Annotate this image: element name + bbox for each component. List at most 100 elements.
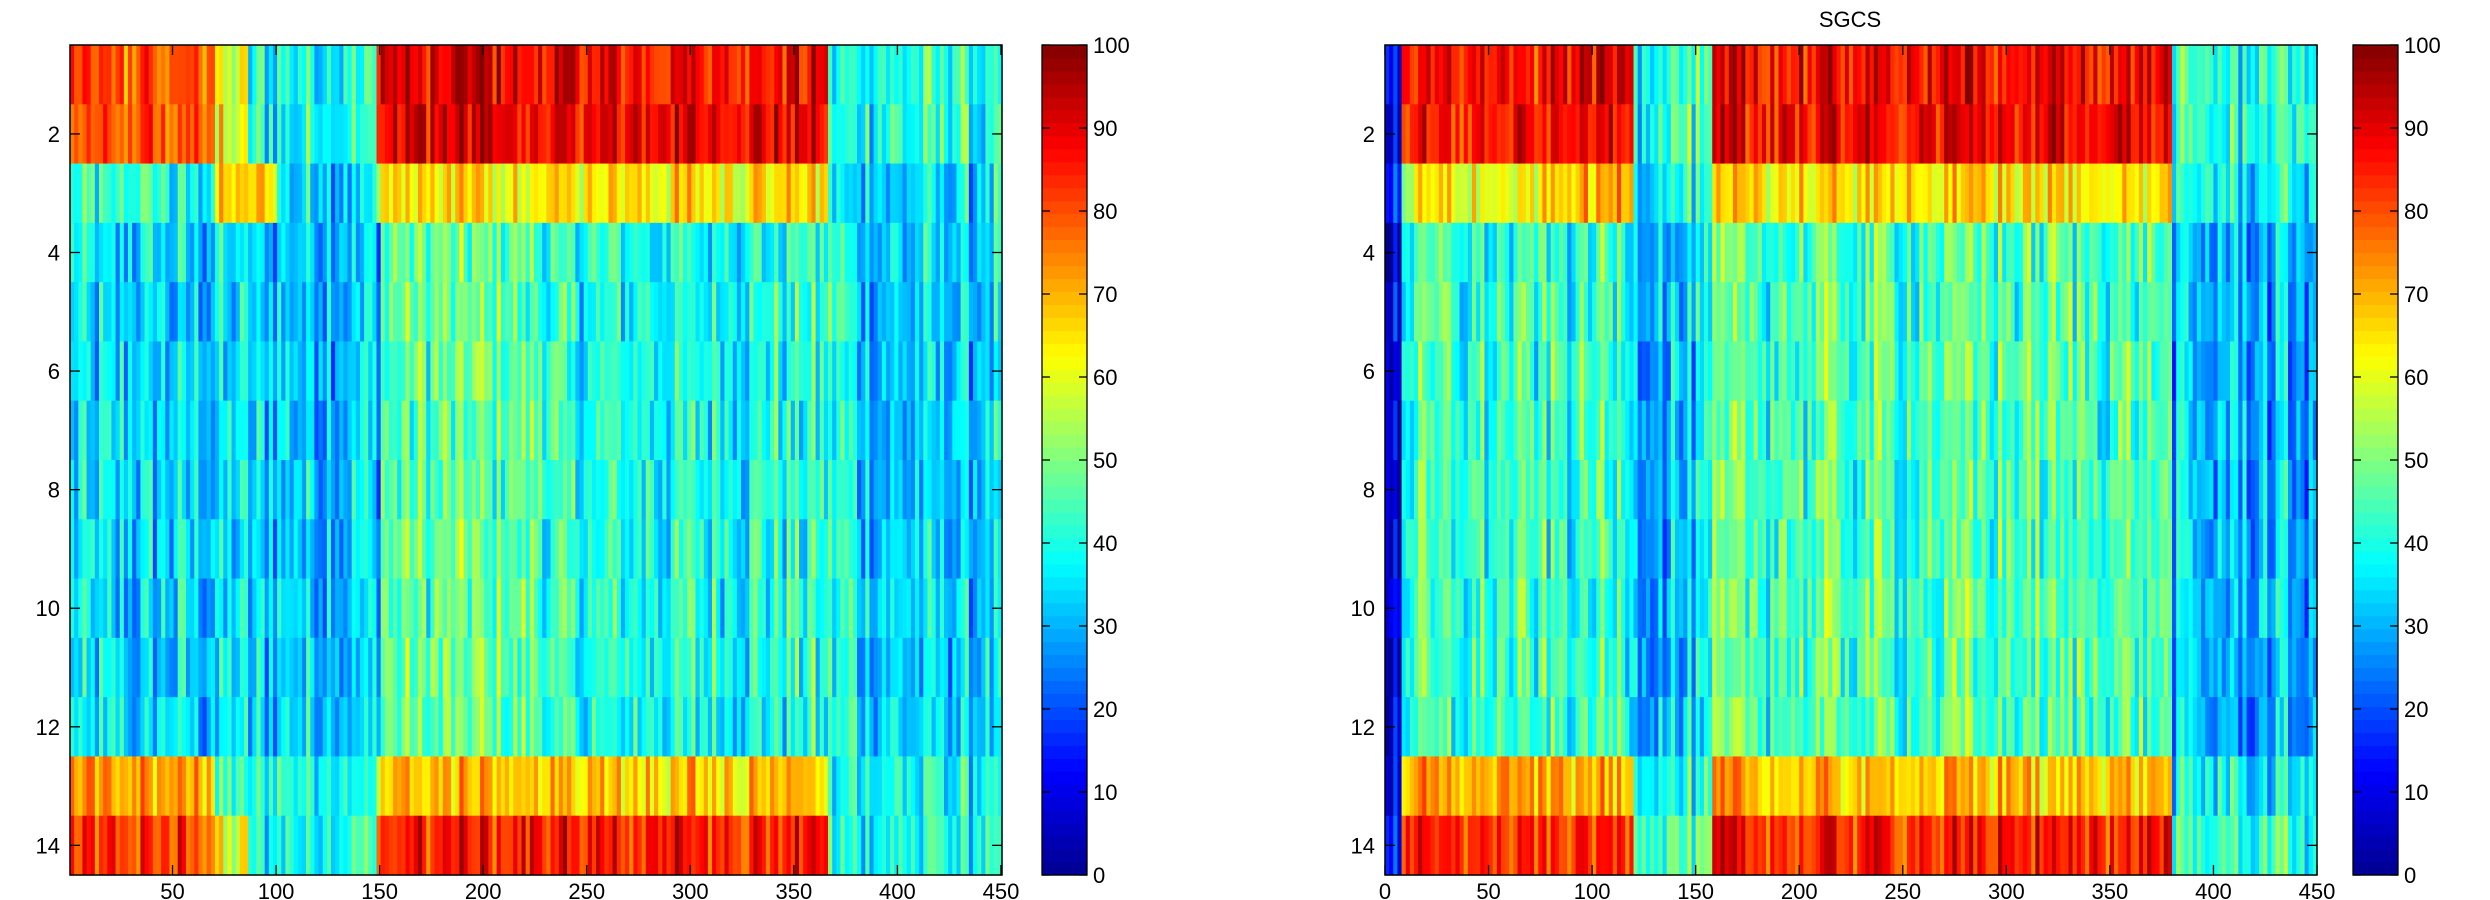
heatmap-cell	[774, 104, 779, 165]
heatmap-cell	[2097, 163, 2103, 224]
heatmap-cell	[1500, 163, 1506, 224]
heatmap-cell	[923, 578, 929, 639]
heatmap-cell	[2225, 163, 2231, 224]
heatmap-cell	[318, 104, 324, 165]
heatmap-cell	[877, 637, 883, 698]
heatmap-cell	[1766, 45, 1771, 105]
heatmap-cell	[629, 282, 634, 343]
heatmap-cell	[1741, 104, 1746, 165]
heatmap-cell	[417, 282, 423, 343]
heatmap-cell	[1708, 104, 1713, 165]
heatmap-cell	[326, 460, 332, 520]
heatmap-cell	[794, 400, 800, 461]
heatmap-cell	[86, 222, 92, 283]
heatmap-cell	[1964, 341, 1970, 402]
heatmap-cell	[2300, 222, 2306, 283]
heatmap-cell	[749, 45, 755, 105]
heatmap-cell	[1989, 104, 1995, 165]
heatmap-cell	[111, 519, 117, 580]
heatmap-cell	[409, 163, 415, 224]
heatmap-cell	[347, 519, 353, 580]
heatmap-cell	[707, 637, 713, 698]
heatmap-cell	[993, 163, 999, 224]
heatmap-cell	[1973, 400, 1978, 461]
heatmap-cell	[272, 282, 278, 343]
heatmap-cell	[376, 163, 382, 224]
heatmap-cell	[521, 519, 527, 580]
heatmap-cell	[1592, 45, 1597, 105]
heatmap-cell	[1505, 341, 1510, 402]
heatmap-cell	[674, 460, 680, 520]
heatmap-cell	[944, 519, 949, 580]
heatmap-cell	[973, 578, 978, 639]
heatmap-cell	[2176, 282, 2181, 343]
heatmap-cell	[641, 460, 647, 520]
heatmap-cell	[1857, 163, 1862, 224]
heatmap-cell	[1625, 460, 1630, 520]
heatmap-cell	[620, 400, 626, 461]
heatmap-cell	[828, 163, 833, 224]
heatmap-cell	[1778, 104, 1784, 165]
heatmap-cell	[90, 104, 96, 165]
heatmap-cell	[330, 282, 336, 343]
heatmap-cell	[1844, 222, 1850, 283]
heatmap-cell	[641, 756, 647, 817]
heatmap-cell	[243, 519, 249, 580]
heatmap-cell	[683, 104, 688, 165]
heatmap-cell	[322, 163, 328, 224]
heatmap-cell	[977, 400, 982, 461]
heatmap-cell	[716, 400, 721, 461]
heatmap-cell	[728, 697, 734, 758]
heatmap-cell	[156, 460, 162, 520]
heatmap-cell	[625, 519, 630, 580]
heatmap-cell	[190, 697, 195, 758]
heatmap-cell	[683, 282, 688, 343]
heatmap-cell	[301, 341, 307, 402]
heatmap-cell	[442, 222, 448, 283]
heatmap-cell	[123, 460, 129, 520]
heatmap-cell	[517, 756, 523, 817]
heatmap-cell	[1608, 400, 1614, 461]
heatmap-cell	[1571, 282, 1577, 343]
heatmap-cell	[1430, 163, 1436, 224]
heatmap-cell	[86, 519, 92, 580]
heatmap-cell	[351, 400, 357, 461]
heatmap-cell	[662, 45, 668, 105]
heatmap-cell	[509, 815, 514, 876]
heatmap-cell	[1753, 341, 1759, 402]
heatmap-cell	[409, 519, 415, 580]
heatmap-cell	[1981, 400, 1987, 461]
heatmap-cell	[571, 400, 576, 461]
heatmap-cell	[2292, 341, 2297, 402]
heatmap-cell	[844, 578, 850, 639]
heatmap-cell	[248, 400, 253, 461]
heatmap-cell	[442, 45, 448, 105]
heatmap-cell	[1430, 222, 1436, 283]
heatmap-cell	[480, 519, 485, 580]
heatmap-cell	[973, 460, 978, 520]
heatmap-cell	[803, 578, 808, 639]
heatmap-cell	[1836, 104, 1842, 165]
heatmap-cell	[1911, 400, 1916, 461]
heatmap-cell	[1956, 341, 1962, 402]
heatmap-cell	[736, 697, 742, 758]
heatmap-cell	[169, 460, 175, 520]
heatmap-cell	[1811, 341, 1817, 402]
heatmap-cell	[629, 341, 634, 402]
heatmap-cell	[2201, 341, 2206, 402]
heatmap-cell	[778, 519, 784, 580]
heatmap-cell	[1401, 104, 1407, 165]
heatmap-cell	[612, 637, 618, 698]
heatmap-cell	[243, 578, 249, 639]
heatmap-cell	[446, 519, 452, 580]
heatmap-cell	[268, 637, 274, 698]
heatmap-cell	[1811, 104, 1817, 165]
heatmap-cell	[575, 578, 581, 639]
heatmap-cell	[2060, 222, 2065, 283]
heatmap-cell	[591, 519, 597, 580]
heatmap-cell	[1604, 282, 1610, 343]
heatmap-cell	[2105, 163, 2111, 224]
heatmap-cell	[645, 578, 651, 639]
heatmap-cell	[1513, 45, 1519, 105]
